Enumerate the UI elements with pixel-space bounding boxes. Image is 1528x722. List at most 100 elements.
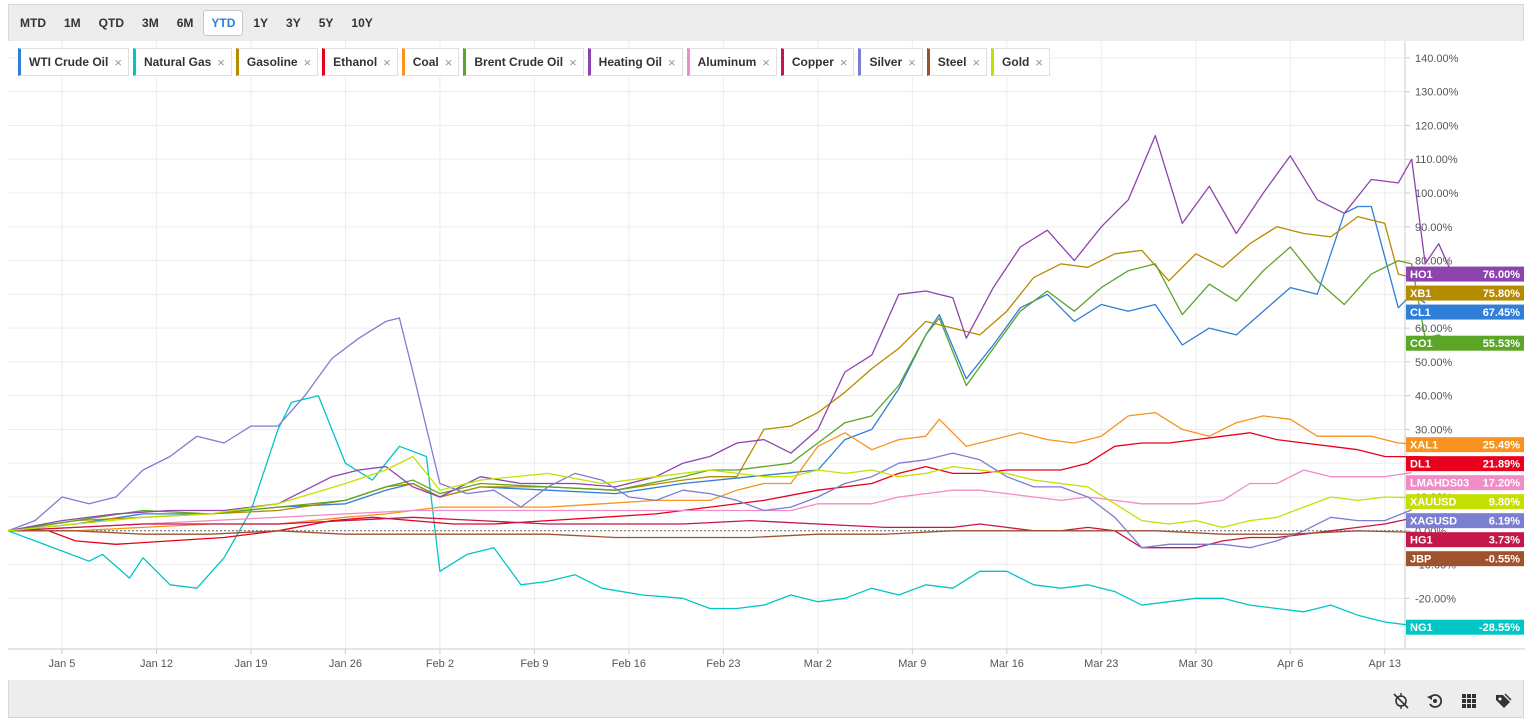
end-value-label: 25.49%	[1483, 440, 1521, 452]
remove-series-icon[interactable]: ×	[217, 54, 225, 70]
end-value-badge	[1406, 304, 1524, 320]
remove-series-icon[interactable]: ×	[303, 54, 312, 70]
remove-series-icon[interactable]: ×	[972, 54, 981, 70]
tag-icon[interactable]	[1494, 692, 1512, 710]
remove-series-icon[interactable]: ×	[668, 54, 676, 70]
legend-label: Copper	[791, 55, 834, 69]
hide-crosshair-icon[interactable]	[1392, 692, 1410, 710]
y-tick-label: 130.00%	[1415, 87, 1459, 99]
series-line	[8, 455, 1412, 532]
end-value-label: 9.80%	[1489, 497, 1520, 509]
end-value-badge	[1406, 456, 1524, 472]
range-button-5y[interactable]: 5Y	[318, 16, 334, 30]
end-symbol-label: LMAHDS03	[1410, 478, 1469, 490]
x-tick-label: Feb 9	[520, 658, 548, 670]
y-tick-label: 40.00%	[1415, 391, 1453, 403]
remove-series-icon[interactable]: ×	[762, 54, 770, 70]
x-tick-label: Jan 12	[140, 658, 173, 670]
series-line	[8, 395, 1426, 628]
legend-item[interactable]: Coal ×	[401, 48, 460, 76]
end-value-label: 3.73%	[1489, 535, 1520, 547]
legend-item[interactable]: Copper ×	[780, 48, 855, 76]
x-tick-label: Mar 30	[1179, 658, 1213, 670]
x-tick-label: Jan 26	[329, 658, 362, 670]
end-value-badge	[1406, 532, 1524, 548]
legend-item[interactable]: WTI Crude Oil ×	[18, 48, 129, 76]
x-tick-label: Apr 6	[1277, 658, 1303, 670]
end-value-label: 55.53%	[1483, 338, 1521, 350]
series-line	[8, 215, 1426, 532]
legend-label: Brent Crude Oil	[474, 55, 564, 69]
x-tick-label: Apr 13	[1369, 658, 1401, 670]
end-symbol-label: HG1	[1410, 535, 1433, 547]
end-symbol-label: JBP	[1410, 554, 1431, 566]
legend-item[interactable]: Ethanol ×	[322, 48, 398, 76]
remove-series-icon[interactable]: ×	[908, 54, 916, 70]
end-value-badge	[1406, 335, 1524, 351]
legend-item[interactable]: Gasoline ×	[235, 48, 319, 76]
range-button-1m[interactable]: 1M	[64, 16, 81, 30]
series-line	[8, 317, 1412, 549]
remove-series-icon[interactable]: ×	[383, 54, 391, 70]
legend-item[interactable]: Gold ×	[991, 48, 1050, 76]
legend-item[interactable]: Heating Oil ×	[587, 48, 683, 76]
range-button-6m[interactable]: 6M	[176, 16, 194, 30]
legend: WTI Crude Oil × Natural Gas × Gasoline × Ethan…	[18, 48, 1050, 76]
x-tick-label: Feb 16	[612, 658, 646, 670]
legend-label: Gasoline	[246, 55, 298, 69]
legend-item[interactable]: Silver ×	[858, 48, 923, 76]
grid-icon[interactable]	[1460, 692, 1478, 710]
range-button-3m[interactable]: 3M	[142, 16, 159, 30]
range-button-mtd[interactable]: MTD	[20, 16, 46, 30]
series-line	[8, 469, 1412, 532]
remove-series-icon[interactable]: ×	[444, 54, 453, 70]
range-button-ytd[interactable]: YTD	[203, 10, 244, 36]
plot-area[interactable]: -20.00%-10.00%0.00%10.00%20.00%30.00%40.…	[8, 41, 1525, 680]
end-symbol-label: XAGUSD	[1410, 516, 1457, 528]
y-tick-label: 140.00%	[1415, 53, 1459, 65]
y-tick-label: 120.00%	[1415, 120, 1459, 132]
x-tick-label: Mar 16	[990, 658, 1024, 670]
end-value-badge	[1406, 619, 1524, 635]
line-chart: -20.00%-10.00%0.00%10.00%20.00%30.00%40.…	[8, 41, 1525, 670]
series-line	[8, 432, 1426, 545]
legend-label: Ethanol	[333, 55, 378, 69]
y-tick-label: 80.00%	[1415, 256, 1453, 268]
end-value-label: 75.80%	[1483, 288, 1521, 300]
series-line	[8, 516, 1412, 549]
series-line	[8, 530, 1426, 539]
x-tick-label: Mar 2	[804, 658, 832, 670]
end-symbol-label: HO1	[1410, 269, 1433, 281]
range-button-1y[interactable]: 1Y	[253, 16, 269, 30]
legend-label: Aluminum	[697, 55, 757, 69]
end-value-badge	[1406, 437, 1524, 453]
legend-item[interactable]: Steel ×	[926, 48, 988, 76]
y-tick-label: 100.00%	[1415, 188, 1459, 200]
end-value-label: 21.89%	[1483, 459, 1521, 471]
range-button-10y[interactable]: 10Y	[351, 16, 373, 30]
reset-zoom-icon[interactable]	[1426, 692, 1444, 710]
legend-item[interactable]: Aluminum ×	[686, 48, 777, 76]
remove-series-icon[interactable]: ×	[569, 54, 577, 70]
legend-item[interactable]: Natural Gas ×	[132, 48, 232, 76]
legend-label: Gold	[1002, 55, 1030, 69]
series-line	[8, 246, 1453, 532]
range-button-qtd[interactable]: QTD	[98, 16, 125, 30]
end-value-badge	[1406, 551, 1524, 567]
series-line	[8, 134, 1453, 532]
x-tick-label: Feb 2	[426, 658, 454, 670]
end-value-badge	[1406, 266, 1524, 282]
end-value-label: 6.19%	[1489, 516, 1520, 528]
y-tick-label: 90.00%	[1415, 222, 1453, 234]
end-value-label: -0.55%	[1485, 554, 1520, 566]
remove-series-icon[interactable]: ×	[114, 54, 122, 70]
remove-series-icon[interactable]: ×	[839, 54, 848, 70]
end-value-label: -28.55%	[1479, 622, 1520, 634]
end-symbol-label: DL1	[1410, 459, 1431, 471]
legend-label: Heating Oil	[598, 55, 662, 69]
remove-series-icon[interactable]: ×	[1035, 54, 1043, 70]
x-tick-label: Jan 19	[234, 658, 267, 670]
range-button-3y[interactable]: 3Y	[286, 16, 301, 30]
legend-item[interactable]: Brent Crude Oil ×	[463, 48, 584, 76]
end-value-badge	[1406, 475, 1524, 491]
